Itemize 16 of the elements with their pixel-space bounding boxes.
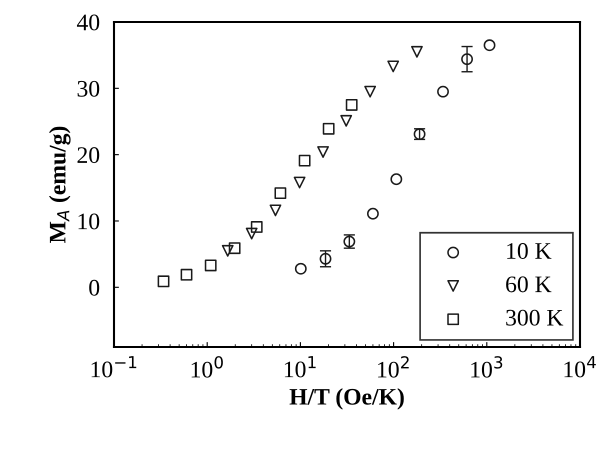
- legend-label: 60 K: [506, 276, 552, 292]
- y-tick-label: 40: [76, 14, 100, 30]
- x-tick-label: 10$^{0}$: [192, 356, 223, 378]
- y-tick-label: 0: [89, 280, 100, 296]
- x-tick-label: 10$^{3}$: [471, 356, 502, 378]
- legend-label: 10 K: [507, 243, 552, 259]
- y-tick-label: 10: [78, 213, 100, 230]
- x-tick-label: 10$^{−1}$: [92, 356, 136, 378]
- legend-label: 300 K: [506, 310, 564, 326]
- x-tick-label: 10$^{2}$: [378, 356, 409, 378]
- y-axis-title: M$_{A}$ (emu/g): [48, 126, 71, 244]
- y-tick-label: 30: [78, 80, 100, 97]
- x-axis-title: H/T (Oe/K): [290, 388, 404, 410]
- y-tick-label: 20: [78, 147, 100, 164]
- x-tick-label: 10$^{4}$: [564, 356, 596, 378]
- x-tick-label: 10$^{1}$: [284, 356, 316, 378]
